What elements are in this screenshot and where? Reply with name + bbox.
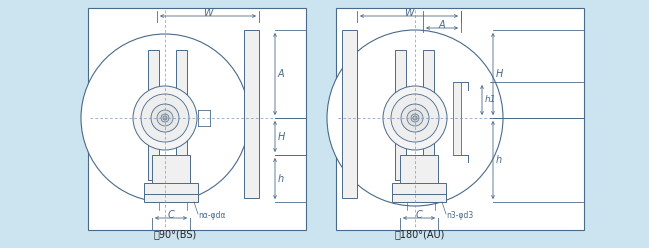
Text: A: A <box>278 69 285 79</box>
Text: n3-φd3: n3-φd3 <box>446 212 473 220</box>
Circle shape <box>141 94 189 142</box>
Text: C: C <box>167 210 175 220</box>
Circle shape <box>407 110 423 126</box>
Circle shape <box>413 116 417 120</box>
Text: h1: h1 <box>485 95 496 104</box>
Circle shape <box>133 86 197 150</box>
Circle shape <box>383 86 447 150</box>
Bar <box>336 8 584 230</box>
Bar <box>144 194 198 202</box>
Bar <box>144 183 198 195</box>
Circle shape <box>391 94 439 142</box>
Bar <box>342 30 357 198</box>
Text: h: h <box>496 155 502 165</box>
Text: C: C <box>415 210 422 220</box>
Circle shape <box>411 114 419 122</box>
Text: h: h <box>278 174 284 184</box>
Circle shape <box>81 34 249 202</box>
Text: H: H <box>496 69 504 79</box>
Text: H: H <box>278 131 286 142</box>
Bar <box>88 8 306 230</box>
Text: W: W <box>404 8 414 18</box>
Circle shape <box>401 104 429 132</box>
Bar <box>423 50 434 180</box>
Text: A: A <box>439 20 445 30</box>
Bar <box>453 82 461 155</box>
Bar <box>392 194 446 202</box>
Bar <box>148 50 159 180</box>
Text: 入90°(BS): 入90°(BS) <box>153 229 197 239</box>
Bar <box>244 30 259 198</box>
Bar <box>152 155 190 185</box>
Circle shape <box>163 116 167 120</box>
Bar <box>400 155 438 185</box>
Bar <box>392 183 446 195</box>
Circle shape <box>161 114 169 122</box>
Text: 右180°(AU): 右180°(AU) <box>395 229 445 239</box>
Bar <box>176 50 187 180</box>
Circle shape <box>151 104 179 132</box>
Circle shape <box>327 30 503 206</box>
Text: W: W <box>203 8 213 18</box>
Circle shape <box>157 110 173 126</box>
Text: nα-φdα: nα-φdα <box>198 212 225 220</box>
Bar <box>395 50 406 180</box>
